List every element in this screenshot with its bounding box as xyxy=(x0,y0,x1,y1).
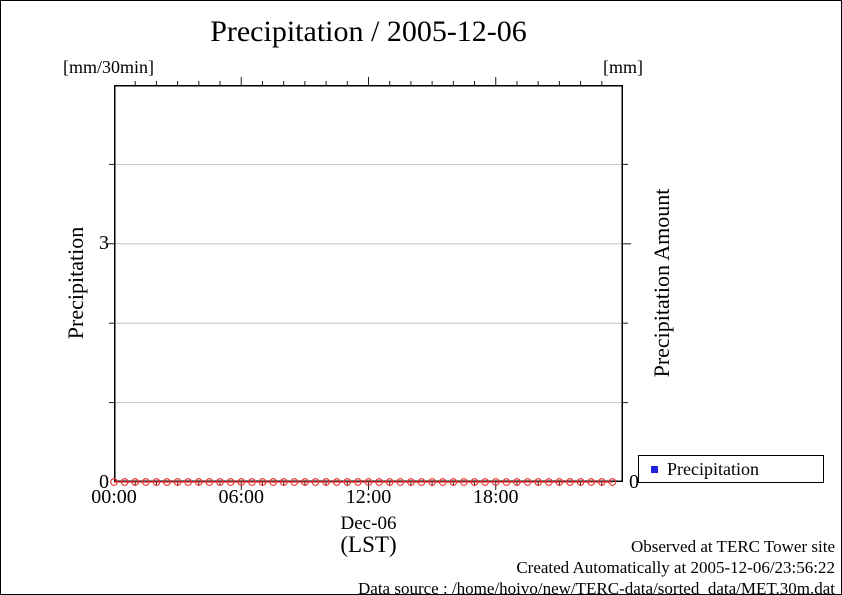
series-point xyxy=(502,478,511,486)
series-point xyxy=(470,478,479,486)
series-point xyxy=(311,478,320,486)
footer-line-observed: Observed at TERC Tower site xyxy=(630,537,835,556)
series-point xyxy=(205,478,214,486)
chart-title: Precipitation / 2005-12-06 xyxy=(210,15,527,48)
series-point xyxy=(173,478,182,486)
y2-tick-label: 0 xyxy=(629,470,639,493)
series-point xyxy=(396,478,405,486)
y-tick-label: 3 xyxy=(99,232,109,255)
y-tick-label: 0 xyxy=(99,470,109,493)
x-tick-label: 12:00 xyxy=(345,486,392,508)
x-tick-label: 00:00 xyxy=(91,486,137,508)
series-point xyxy=(566,478,574,486)
series-point xyxy=(110,478,118,486)
series-point xyxy=(194,478,203,486)
series-point xyxy=(141,478,150,486)
series-point xyxy=(343,478,352,486)
series-point xyxy=(534,478,543,486)
series-point xyxy=(332,478,341,486)
series-point xyxy=(523,478,532,486)
x-axis-timezone-label: (LST) xyxy=(340,532,397,557)
footer-line-datasource: Data source : /home/hoivo/new/TERC-data/… xyxy=(358,579,835,595)
series-point xyxy=(555,478,564,486)
series-point xyxy=(385,478,394,486)
series-point xyxy=(279,478,288,486)
series-point xyxy=(407,478,415,486)
x-axis-date-label: Dec-06 xyxy=(340,513,397,534)
series-point xyxy=(322,478,330,486)
series-point xyxy=(428,478,436,486)
series-point xyxy=(438,478,447,486)
legend-box: Precipitation xyxy=(638,455,824,483)
right-axis-unit: [mm] xyxy=(603,57,643,77)
series-point xyxy=(163,478,171,486)
series-point xyxy=(481,478,489,486)
series-point xyxy=(364,478,373,486)
legend-label: Precipitation xyxy=(667,458,759,479)
series-point xyxy=(290,478,299,486)
series-point xyxy=(120,478,129,486)
series-point xyxy=(354,478,362,486)
legend-marker-square xyxy=(651,465,658,473)
series-point xyxy=(597,478,606,486)
right-axis-label: Precipitation Amount xyxy=(649,188,674,378)
series-point xyxy=(226,478,235,486)
plot-group xyxy=(106,77,631,490)
series-point xyxy=(417,478,426,486)
series-point xyxy=(152,478,161,486)
footer-line-created: Created Automatically at 2005-12-06/23:5… xyxy=(516,558,835,577)
plot-area xyxy=(106,77,631,490)
x-tick-label: 06:00 xyxy=(218,486,265,508)
series-point xyxy=(184,478,193,486)
series-point xyxy=(258,478,267,486)
left-axis-unit: [mm/30min] xyxy=(63,57,154,77)
series-point xyxy=(608,478,617,486)
series-point xyxy=(449,478,458,486)
series-point xyxy=(587,478,596,486)
series-point xyxy=(237,478,246,486)
series-point xyxy=(131,478,140,486)
series-point xyxy=(576,478,585,486)
series-point xyxy=(269,478,277,486)
series-point xyxy=(216,478,224,486)
footer-credits: Observed at TERC Tower site Created Auto… xyxy=(358,536,835,595)
x-tick-label: 18:00 xyxy=(472,486,519,508)
left-axis-label: Precipitation xyxy=(63,226,88,340)
series-point xyxy=(513,478,521,486)
series-point xyxy=(301,478,309,486)
series-point xyxy=(375,478,383,486)
series-point xyxy=(460,478,468,486)
series-point xyxy=(544,478,553,486)
series-point xyxy=(491,478,500,486)
series-point xyxy=(248,478,256,486)
